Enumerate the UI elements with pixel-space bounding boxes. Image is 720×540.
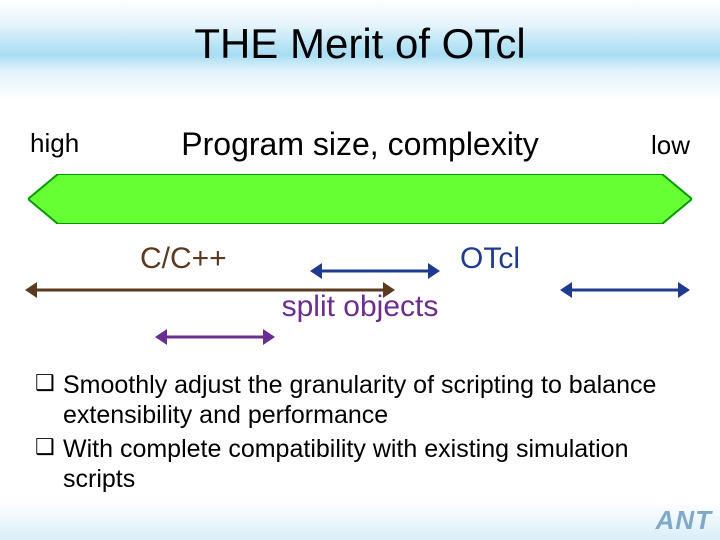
- otcl-center-arrow: [310, 263, 440, 284]
- page-title: THE Merit of OTcl: [0, 20, 720, 68]
- bullet-item: Smoothly adjust the granularity of scrip…: [35, 370, 685, 430]
- subtitle: Program size, complexity: [0, 126, 720, 163]
- bullets-list: Smoothly adjust the granularity of scrip…: [35, 370, 685, 498]
- low-label: low: [651, 130, 690, 161]
- footer-gradient: [0, 502, 720, 540]
- footer-label: ANT: [656, 505, 712, 536]
- bullet-item: With complete compatibility with existin…: [35, 434, 685, 494]
- main-green-arrow: [28, 174, 692, 224]
- ccpp-label: C/C++: [140, 242, 227, 276]
- split-objects-label: split objects: [0, 290, 720, 324]
- split-arrow: [155, 329, 275, 350]
- otcl-label: OTcl: [460, 242, 520, 276]
